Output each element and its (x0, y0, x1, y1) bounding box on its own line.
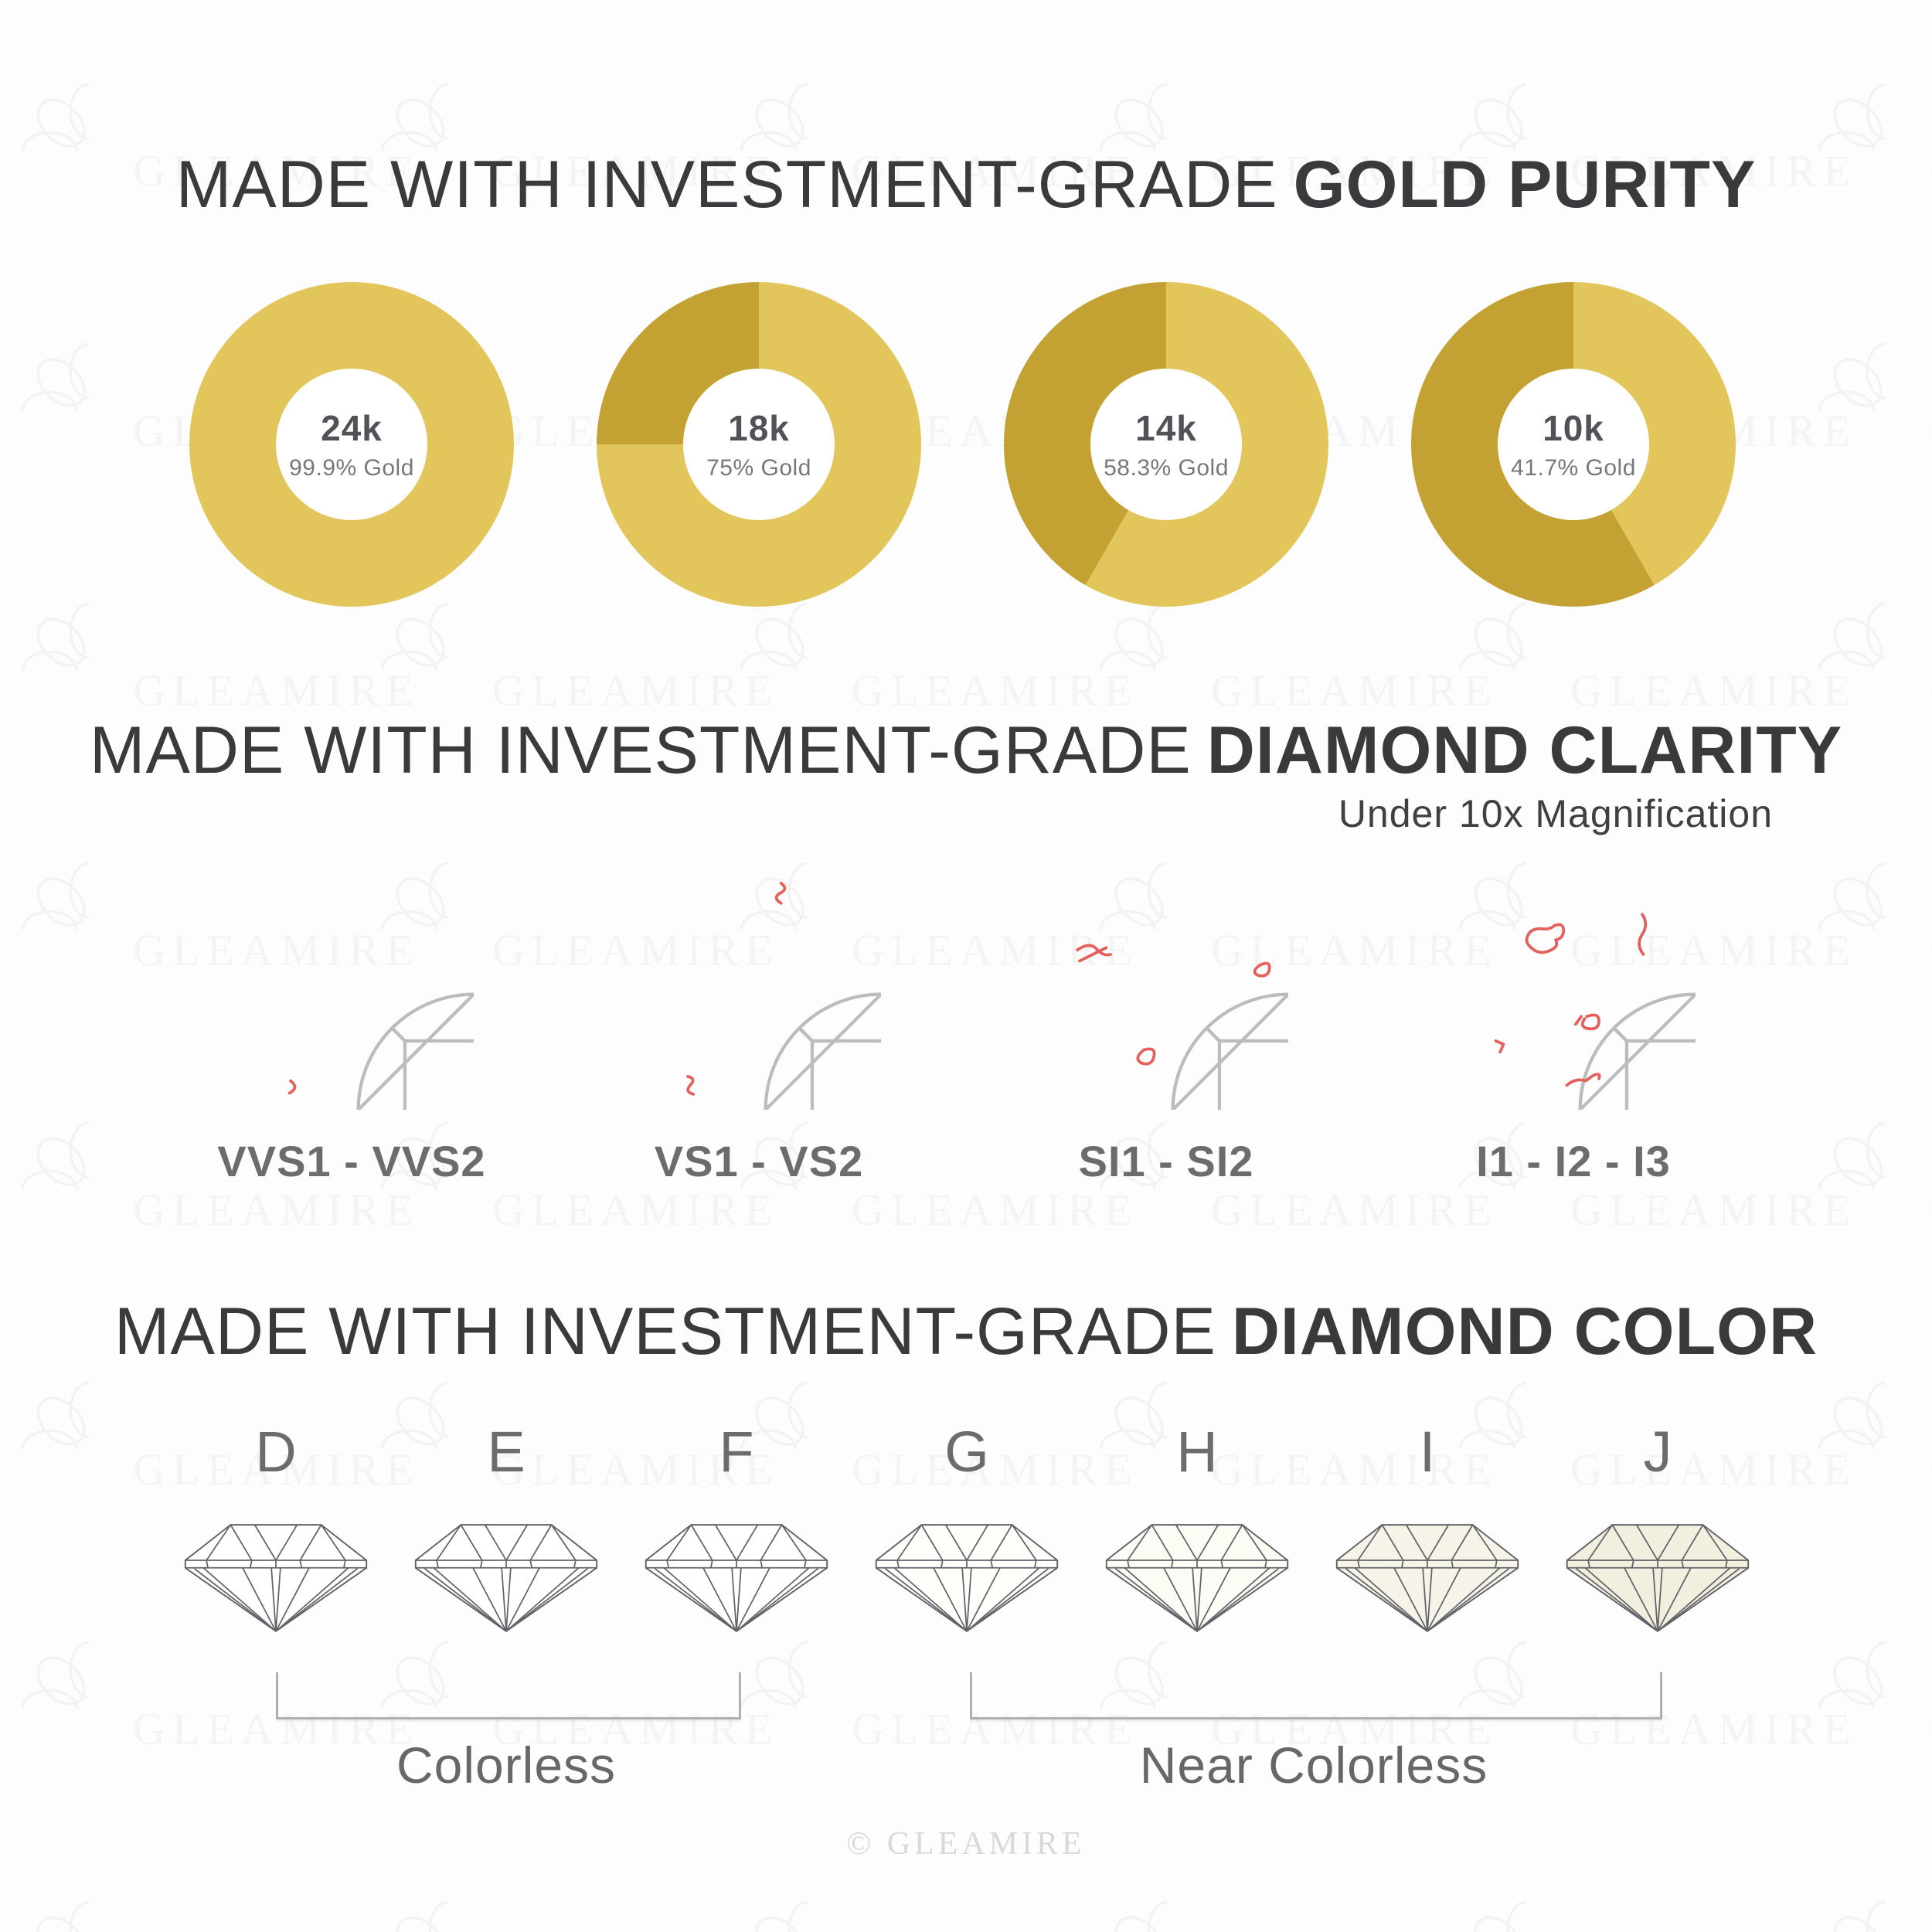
color-letter: G (944, 1420, 989, 1484)
color-grade-E: E (391, 1423, 621, 1638)
colorless-label: Colorless (396, 1736, 617, 1794)
title-regular-text: MADE WITH INVESTMENT-GRADE (89, 713, 1192, 787)
gold-donut-18k: 18k 75% Gold (597, 282, 921, 607)
brand-flower-watermark-icon (0, 1054, 89, 1189)
title-bold-text: DIAMOND COLOR (1231, 1294, 1818, 1369)
brand-flower-watermark-icon (1750, 15, 1886, 151)
diamond-topview-vvs-icon (287, 866, 474, 1110)
clarity-grade-label: VVS1 - VVS2 (217, 1137, 486, 1185)
clarity-grade-label: VS1 - VS2 (654, 1137, 864, 1185)
color-grade-J: J (1543, 1423, 1773, 1638)
brand-flower-watermark-icon (0, 1573, 89, 1709)
color-grade-I: I (1312, 1423, 1543, 1638)
color-grade-D: D (161, 1423, 391, 1638)
gold-donut-10k: 10k 41.7% Gold (1411, 282, 1736, 607)
gold-donut-24k: 24k 99.9% Gold (189, 282, 514, 607)
clarity-grade-si: SI1 - SI2 (1027, 866, 1305, 1186)
color-grade-F: F (621, 1423, 852, 1638)
diamond-sideview-icon (408, 1521, 604, 1634)
title-regular-text: MADE WITH INVESTMENT-GRADE (175, 148, 1278, 222)
brand-text-watermark: GLEAMIRE (492, 665, 780, 716)
copyright-text: © GLEAMIRE (846, 1826, 1086, 1862)
title-bold-text: DIAMOND CLARITY (1206, 713, 1843, 787)
diamond-sideview-icon (1560, 1521, 1756, 1634)
diamond-sideview-icon (1099, 1521, 1295, 1634)
diamond-topview-i-icon (1494, 913, 1696, 1110)
magnification-note: Under 10x Magnification (1338, 792, 1773, 835)
brand-text-watermark: GLEAMIRE (1211, 1185, 1498, 1235)
brand-flower-watermark-icon (672, 15, 808, 151)
diamond-sideview-icon (1329, 1521, 1526, 1634)
brand-text-watermark: GLEAMIRE (492, 1185, 780, 1235)
color-letter: E (487, 1420, 526, 1484)
purity-value: 41.7% Gold (1511, 455, 1636, 481)
clarity-grade-label: I1 - I2 - I3 (1476, 1137, 1671, 1185)
diamond-sideview-icon (638, 1521, 835, 1634)
color-letter: F (719, 1420, 754, 1484)
brand-text-watermark: GLEAMIRE (133, 1185, 420, 1235)
brand-flower-watermark-icon (313, 15, 448, 151)
karat-value: 18k (728, 408, 790, 448)
clarity-grade-label: SI1 - SI2 (1078, 1137, 1254, 1185)
color-grade-G: G (852, 1423, 1082, 1638)
brand-flower-watermark-icon (1750, 1054, 1886, 1189)
brand-text-watermark: GLEAMIRE (1211, 665, 1498, 716)
colorless-bracket (276, 1672, 741, 1719)
title-regular-text: MADE WITH INVESTMENT-GRADE (114, 1294, 1216, 1369)
donut-center-label: 18k 75% Gold (683, 369, 835, 520)
title-bold-text: GOLD PURITY (1293, 148, 1757, 222)
karat-value: 10k (1543, 408, 1604, 448)
clarity-grade-vvs: VVS1 - VVS2 (213, 866, 491, 1186)
color-letter: I (1419, 1420, 1436, 1484)
brand-flower-watermark-icon (1750, 535, 1886, 670)
color-grade-H: H (1082, 1423, 1312, 1638)
near-colorless-bracket (970, 1672, 1662, 1719)
purity-value: 75% Gold (706, 455, 811, 481)
brand-flower-watermark-icon (1750, 275, 1886, 410)
color-letter: D (255, 1420, 297, 1484)
clarity-grade-i: I1 - I2 - I3 (1434, 866, 1713, 1186)
gold-donut-14k: 14k 58.3% Gold (1004, 282, 1328, 607)
diamond-topview-si-icon (1076, 944, 1288, 1110)
diamond-topview-vs-icon (686, 882, 881, 1110)
purity-value: 99.9% Gold (289, 455, 414, 481)
color-letter: J (1643, 1420, 1672, 1484)
clarity-grade-vs: VS1 - VS2 (620, 866, 898, 1186)
purity-value: 58.3% Gold (1104, 455, 1229, 481)
donut-center-label: 10k 41.7% Gold (1498, 369, 1649, 520)
diamond-color-title: MADE WITH INVESTMENT-GRADE DIAMOND COLOR (0, 1294, 1932, 1370)
brand-flower-watermark-icon (0, 15, 89, 151)
brand-flower-watermark-icon (0, 535, 89, 670)
diamond-sideview-icon (869, 1521, 1065, 1634)
karat-value: 14k (1135, 408, 1197, 448)
brand-flower-watermark-icon (1391, 15, 1526, 151)
brand-flower-watermark-icon (0, 275, 89, 410)
donut-center-label: 24k 99.9% Gold (276, 369, 427, 520)
near-colorless-label: Near Colorless (1139, 1736, 1488, 1794)
brand-text-watermark: GLEAMIRE (133, 665, 420, 716)
diamond-sideview-icon (178, 1521, 374, 1634)
brand-text-watermark: GLEAMIRE (852, 665, 1139, 716)
color-letter: H (1176, 1420, 1218, 1484)
karat-value: 24k (321, 408, 383, 448)
brand-text-watermark: GLEAMIRE (1570, 665, 1858, 716)
donut-center-label: 14k 58.3% Gold (1090, 369, 1242, 520)
brand-text-watermark: GLEAMIRE (1570, 1185, 1858, 1235)
brand-flower-watermark-icon (0, 794, 89, 930)
brand-text-watermark: GLEAMIRE (852, 1185, 1139, 1235)
brand-flower-watermark-icon (1032, 15, 1167, 151)
gold-purity-title: MADE WITH INVESTMENT-GRADE GOLD PURITY (0, 147, 1932, 223)
diamond-clarity-title: MADE WITH INVESTMENT-GRADE DIAMOND CLARI… (0, 713, 1932, 789)
